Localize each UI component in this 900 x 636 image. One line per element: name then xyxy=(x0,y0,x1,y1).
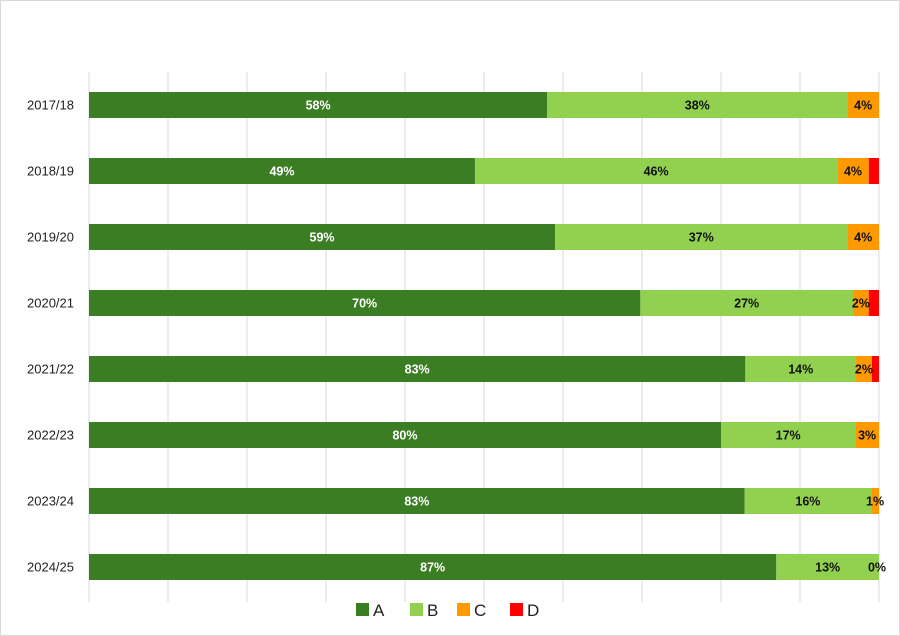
data-label: 14% xyxy=(788,363,813,377)
data-label: 3% xyxy=(858,429,876,443)
data-label: 83% xyxy=(404,495,429,509)
bar-segment-c xyxy=(847,92,879,118)
bar-segment-b xyxy=(776,554,879,580)
data-label: 16% xyxy=(795,495,820,509)
legend-label: A xyxy=(373,601,385,620)
bar-segment-c xyxy=(855,422,879,448)
data-label: 70% xyxy=(352,297,377,311)
legend-swatch-d xyxy=(510,603,523,616)
data-label: 4% xyxy=(854,231,872,245)
bar-segment-a xyxy=(89,488,745,514)
data-label: 0% xyxy=(868,561,886,575)
legend-label: B xyxy=(427,601,438,620)
category-label: 2017/18 xyxy=(27,98,74,113)
bars xyxy=(89,92,879,580)
bar-segment-b xyxy=(474,158,838,184)
data-label: 13% xyxy=(815,561,840,575)
bar-segment-c xyxy=(847,224,879,250)
legend: A B C D xyxy=(356,601,539,620)
category-label: 2020/21 xyxy=(27,296,74,311)
category-label: 2021/22 xyxy=(27,362,74,377)
bar-segment-b xyxy=(745,356,857,382)
data-label: 27% xyxy=(734,297,759,311)
bar-segment-a xyxy=(89,158,475,184)
data-label: 49% xyxy=(269,165,294,179)
data-label: 37% xyxy=(689,231,714,245)
bar-segment-d xyxy=(868,158,879,184)
bar-segment-b xyxy=(555,224,848,250)
bar-segment-c xyxy=(856,356,872,382)
bar-segment-a xyxy=(89,92,548,118)
bar-segment-a xyxy=(89,554,777,580)
category-label: 2024/25 xyxy=(27,560,74,575)
data-label: 2% xyxy=(855,363,873,377)
bar-segment-b xyxy=(744,488,872,514)
data-label: 80% xyxy=(392,429,417,443)
gridlines xyxy=(88,72,880,602)
category-label: 2019/20 xyxy=(27,230,74,245)
bar-segment-c xyxy=(853,290,869,316)
bar-segment-a xyxy=(89,422,721,448)
bar-segment-b xyxy=(640,290,854,316)
category-label: 2018/19 xyxy=(27,164,74,179)
legend-label: D xyxy=(527,601,539,620)
bar-segment-d xyxy=(871,356,879,382)
data-label: 87% xyxy=(420,561,445,575)
legend-swatch-a xyxy=(356,603,369,616)
legend-swatch-b xyxy=(410,603,423,616)
data-label: 58% xyxy=(306,99,331,113)
data-label: 83% xyxy=(405,363,430,377)
bar-segment-a xyxy=(89,224,556,250)
bar-segment-c xyxy=(871,488,879,514)
data-label: 4% xyxy=(854,99,872,113)
data-label: 4% xyxy=(844,165,862,179)
bar-segment-a xyxy=(89,290,641,316)
category-label: 2023/24 xyxy=(27,494,74,509)
data-label: 1% xyxy=(866,495,884,509)
bar-segment-b xyxy=(547,92,848,118)
bar-segment-d xyxy=(868,290,879,316)
bar-segment-c xyxy=(837,158,869,184)
data-label: 17% xyxy=(776,429,801,443)
data-label: 46% xyxy=(644,165,669,179)
legend-swatch-c xyxy=(457,603,470,616)
bar-segment-b xyxy=(721,422,856,448)
category-label: 2022/23 xyxy=(27,428,74,443)
data-labels: 58% 38% 4% 49% 46% 4% 59% 37% 4% 70% 27% 2% 83% 14% 2%… xyxy=(269,99,886,575)
data-label: 59% xyxy=(310,231,335,245)
data-label: 38% xyxy=(685,99,710,113)
category-labels: 2017/18 2018/19 2019/20 2020/21 2021/22 2022/… xyxy=(27,98,74,575)
legend-label: C xyxy=(474,601,486,620)
bar-segment-a xyxy=(89,356,746,382)
data-label: 2% xyxy=(852,297,870,311)
